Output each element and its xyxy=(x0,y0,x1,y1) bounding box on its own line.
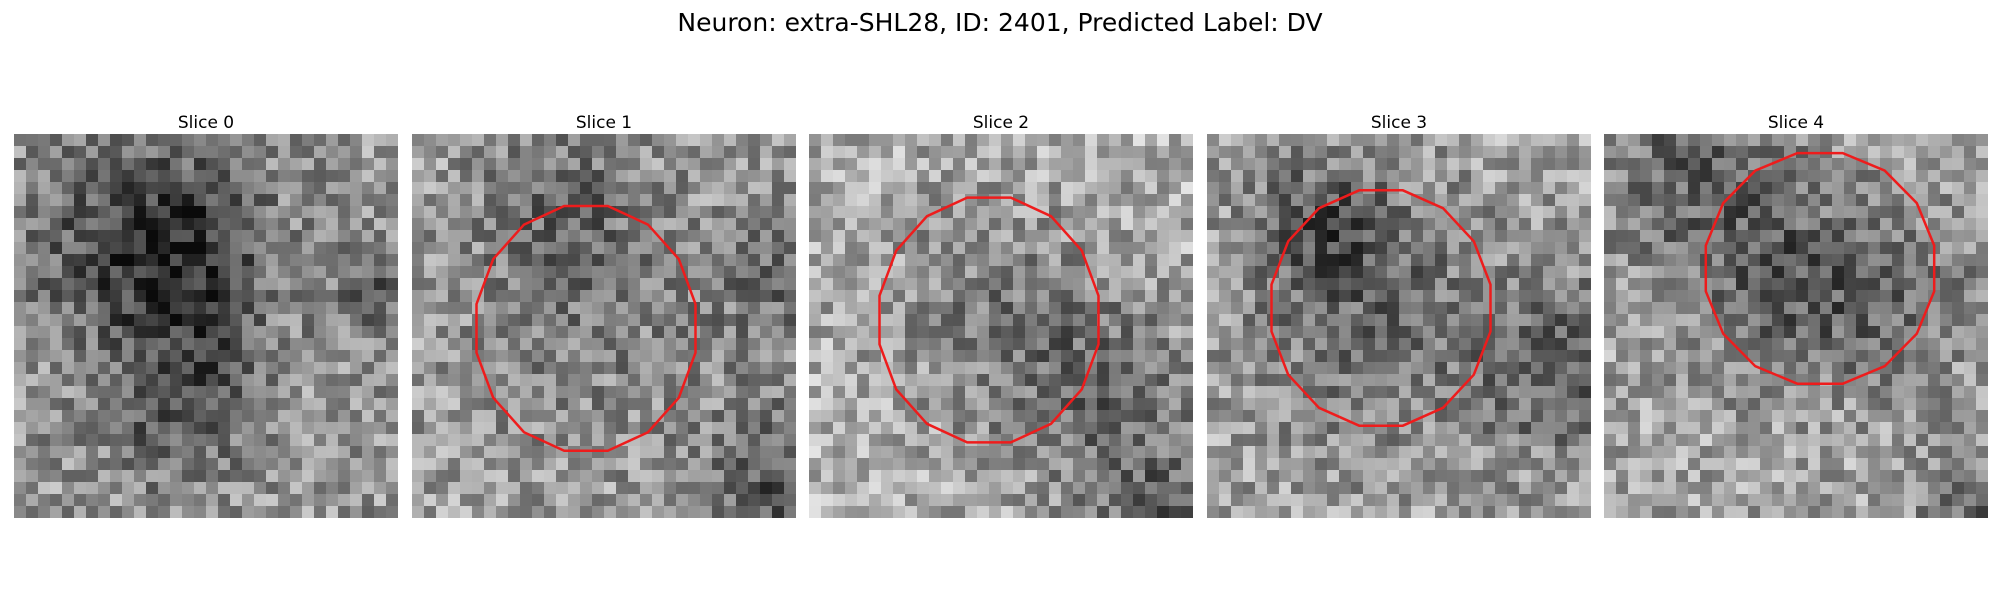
slice-title-3: Slice 3 xyxy=(1370,113,1428,133)
roi-contour-4 xyxy=(1704,151,1936,385)
roi-contour-2 xyxy=(878,196,1100,444)
roi-contour-3 xyxy=(1270,189,1492,427)
slice-title-4: Slice 4 xyxy=(1767,113,1825,133)
slice-image-3 xyxy=(1207,134,1591,518)
slice-panel-1: Slice 1 xyxy=(412,112,796,522)
slice-title-2: Slice 2 xyxy=(972,113,1030,133)
slice-title-1: Slice 1 xyxy=(575,113,633,133)
slice-image-2 xyxy=(809,134,1193,518)
slice-image-0 xyxy=(14,134,398,518)
slice-panel-0: Slice 0 xyxy=(14,112,398,522)
slice-panel-4: Slice 4 xyxy=(1604,112,1988,522)
slice-title-0: Slice 0 xyxy=(177,113,235,133)
slice-image-4 xyxy=(1604,134,1988,518)
roi-contour-1 xyxy=(475,204,697,453)
slice-panel-2: Slice 2 xyxy=(809,112,1193,522)
figure-title: Neuron: extra-SHL28, ID: 2401, Predicted… xyxy=(677,8,1323,37)
slice-image-1 xyxy=(412,134,796,518)
slice-panel-3: Slice 3 xyxy=(1207,112,1591,522)
